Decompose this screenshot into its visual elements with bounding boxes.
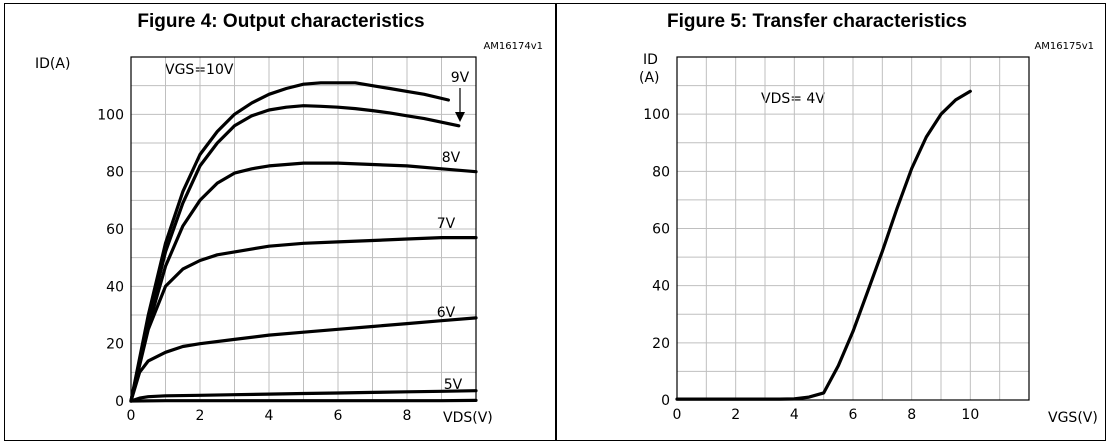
series-line-6V bbox=[129, 316, 478, 403]
series-line bbox=[129, 398, 478, 403]
series-line-8V bbox=[129, 161, 478, 403]
x-tick-label: 4 bbox=[265, 408, 274, 424]
y-tick-label: 80 bbox=[106, 165, 124, 181]
x-tick-label: 0 bbox=[127, 408, 136, 424]
y-tick-label: 40 bbox=[652, 279, 670, 295]
series-label: 7V bbox=[437, 216, 456, 232]
y-tick-label: 0 bbox=[661, 393, 670, 409]
y-axis-label-line2: (A) bbox=[639, 70, 660, 86]
y-axis-label: ID(A) bbox=[35, 56, 70, 72]
x-tick-label: 2 bbox=[196, 408, 205, 424]
figure-code: AM16174v1 bbox=[483, 41, 543, 52]
series-label: 5V bbox=[444, 377, 463, 393]
chart-title: Figure 5: Transfer characteristics bbox=[667, 11, 967, 32]
chart-title: Figure 4: Output characteristics bbox=[137, 11, 424, 32]
series-label: 9V bbox=[451, 70, 470, 86]
series-label: 8V bbox=[442, 150, 461, 166]
series-line bbox=[675, 89, 972, 401]
series-line-5V bbox=[129, 389, 478, 403]
series-line-7V bbox=[129, 236, 478, 403]
output-characteristics-svg: Figure 4: Output characteristics AM16174… bbox=[35, 11, 543, 426]
y-tick-label: 60 bbox=[652, 222, 670, 238]
x-axis-label: VGS(V) bbox=[1048, 410, 1098, 426]
y-tick-label: 20 bbox=[652, 336, 670, 352]
y-tick-label: 0 bbox=[115, 394, 124, 410]
y-tick-label: 100 bbox=[643, 107, 670, 123]
y-axis-label-line1: ID bbox=[643, 52, 658, 68]
x-tick-label: 8 bbox=[907, 407, 916, 423]
x-axis-label: VDS(V) bbox=[443, 410, 493, 426]
x-tick-label: 2 bbox=[731, 407, 740, 423]
x-tick-label: 0 bbox=[673, 407, 682, 423]
condition-annotation: VGS=10V bbox=[165, 62, 234, 78]
series-line-9V bbox=[129, 104, 461, 403]
arrow-head bbox=[455, 112, 465, 122]
condition-annotation: VDS= 4V bbox=[761, 91, 825, 107]
transfer-characteristics-svg: Figure 5: Transfer characteristics AM161… bbox=[639, 11, 1098, 426]
output-characteristics-chart: Figure 4: Output characteristics AM16174… bbox=[4, 3, 556, 441]
x-tick-label: 8 bbox=[403, 408, 412, 424]
y-tick-label: 100 bbox=[97, 107, 124, 123]
x-tick-label: 10 bbox=[961, 407, 979, 423]
y-tick-label: 60 bbox=[106, 222, 124, 238]
series-line-10V bbox=[129, 81, 450, 403]
transfer-characteristics-chart: Figure 5: Transfer characteristics AM161… bbox=[556, 3, 1106, 441]
figure-code: AM16175v1 bbox=[1034, 41, 1094, 52]
plot-frame bbox=[676, 56, 1030, 401]
series-label: 6V bbox=[437, 305, 456, 321]
x-tick-label: 6 bbox=[849, 407, 858, 423]
y-tick-label: 20 bbox=[106, 337, 124, 353]
grid bbox=[676, 56, 1030, 401]
y-tick-label: 80 bbox=[652, 164, 670, 180]
y-tick-label: 40 bbox=[106, 279, 124, 295]
x-tick-label: 4 bbox=[790, 407, 799, 423]
x-tick-label: 6 bbox=[334, 408, 343, 424]
